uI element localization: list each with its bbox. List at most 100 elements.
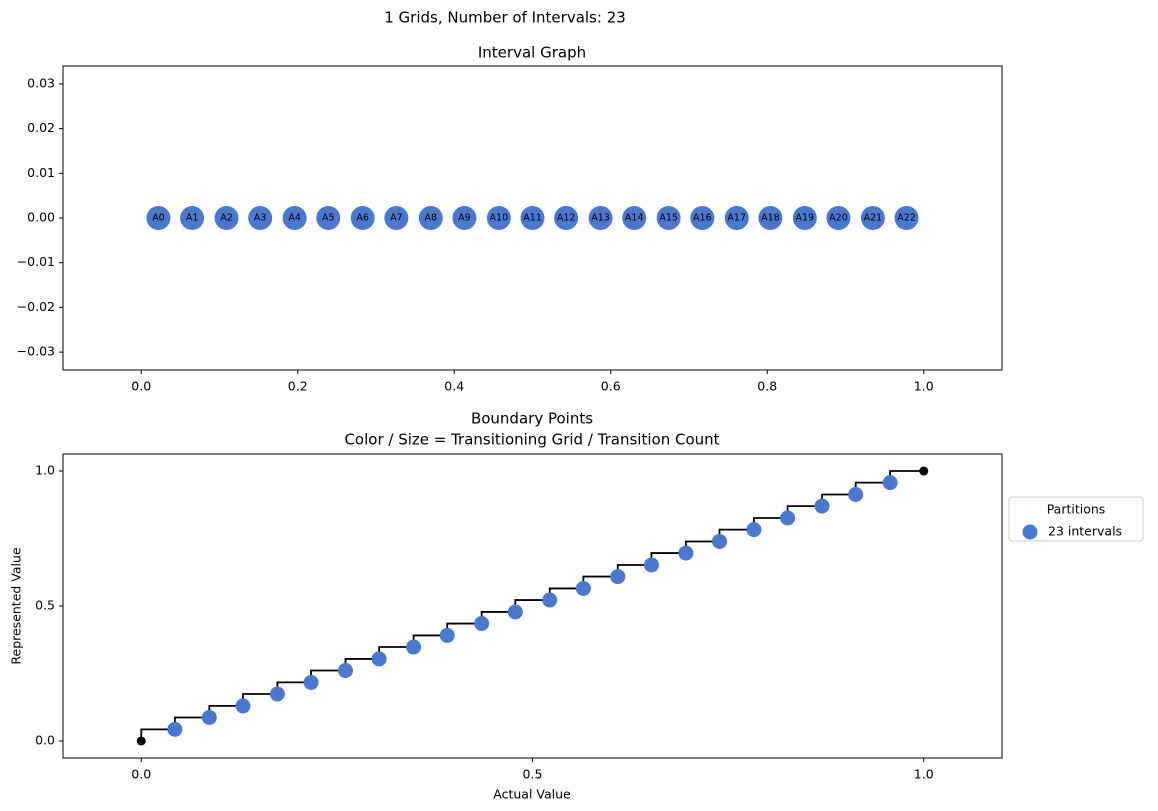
node <box>622 206 647 230</box>
node-label: A22 <box>897 213 916 224</box>
y-tick-label: −0.03 <box>17 344 55 359</box>
node <box>758 206 783 230</box>
node <box>826 206 851 230</box>
boundary-point <box>542 592 558 608</box>
y-tick-label: 0.0 <box>35 732 55 747</box>
x-tick-label: 0.5 <box>523 767 543 782</box>
node-label: A8 <box>425 213 438 224</box>
boundary-point <box>575 580 591 596</box>
boundary-point <box>610 569 626 585</box>
node-label: A4 <box>288 213 301 224</box>
legend-marker <box>1022 524 1038 540</box>
x-axis-label: Actual Value <box>493 787 571 802</box>
boundary-point <box>848 486 864 502</box>
node-label: A21 <box>864 213 883 224</box>
y-tick-label: 0.01 <box>27 165 55 180</box>
y-tick-label: 0.02 <box>27 120 55 135</box>
node <box>214 206 239 230</box>
node <box>350 206 375 230</box>
boundary-point <box>712 533 728 549</box>
node-label: A0 <box>152 213 165 224</box>
boundary-point <box>882 475 898 491</box>
boundary-point <box>167 721 183 737</box>
node <box>554 206 579 230</box>
node <box>248 206 273 230</box>
boundary-point <box>746 522 762 538</box>
boundary-point <box>303 674 319 690</box>
legend-box <box>1008 496 1144 542</box>
y-tick-label: 1.0 <box>35 463 55 478</box>
endpoint <box>919 466 929 476</box>
x-tick-label: 1.0 <box>914 379 934 394</box>
boundary-point <box>406 639 422 655</box>
node-label: A11 <box>523 213 542 224</box>
y-tick-label: −0.01 <box>17 254 55 269</box>
node-label: A9 <box>458 213 471 224</box>
node <box>656 206 681 230</box>
figure-title: 1 Grids, Number of Intervals: 23 <box>384 9 626 27</box>
boundary-point <box>269 686 285 702</box>
node-label: A5 <box>322 213 335 224</box>
chart-title: Boundary Points <box>471 410 593 428</box>
boundary-point <box>474 616 490 632</box>
boundary-point <box>371 651 387 667</box>
x-tick-label: 0.2 <box>288 379 308 394</box>
legend-label: 23 intervals <box>1048 524 1122 539</box>
boundary-point <box>507 604 523 620</box>
endpoint <box>136 736 146 746</box>
node-label: A12 <box>557 213 576 224</box>
boundary-point <box>439 627 455 643</box>
boundary-point <box>235 698 251 714</box>
node <box>146 206 171 230</box>
node <box>180 206 205 230</box>
y-axis-label: Represented Value <box>9 547 24 665</box>
node-label: A2 <box>220 213 233 224</box>
x-tick-label: 0.0 <box>131 379 151 394</box>
node <box>418 206 443 230</box>
x-tick-label: 0.4 <box>444 379 464 394</box>
legend-title: Partitions <box>1047 502 1106 517</box>
y-tick-label: −0.02 <box>17 299 55 314</box>
node-label: A19 <box>796 213 815 224</box>
node <box>282 206 307 230</box>
x-tick-label: 0.0 <box>131 767 151 782</box>
node <box>520 206 545 230</box>
boundary-point <box>337 663 353 679</box>
node-label: A13 <box>591 213 610 224</box>
node-label: A15 <box>659 213 678 224</box>
node-label: A7 <box>390 213 403 224</box>
node <box>860 206 885 230</box>
x-tick-label: 0.6 <box>601 379 621 394</box>
node-label: A1 <box>186 213 199 224</box>
node <box>792 206 817 230</box>
node <box>894 206 919 230</box>
x-tick-label: 0.8 <box>757 379 777 394</box>
boundary-point <box>201 710 217 726</box>
y-tick-label: 0.5 <box>35 598 55 613</box>
x-tick-label: 1.0 <box>914 767 934 782</box>
y-tick-label: 0.00 <box>27 210 55 225</box>
node <box>384 206 409 230</box>
node <box>316 206 341 230</box>
node-label: A17 <box>727 213 746 224</box>
step-line <box>140 470 924 741</box>
node <box>690 206 715 230</box>
chart-title: Interval Graph <box>478 44 586 62</box>
boundary-point <box>678 545 694 561</box>
boundary-point <box>780 510 796 526</box>
node-label: A20 <box>829 213 848 224</box>
node <box>724 206 749 230</box>
node <box>452 206 477 230</box>
boundary-point <box>814 498 830 514</box>
node-label: A16 <box>693 213 712 224</box>
node <box>486 206 511 230</box>
node-label: A3 <box>254 213 267 224</box>
chart-subtitle: Color / Size = Transitioning Grid / Tran… <box>344 431 719 449</box>
node <box>588 206 613 230</box>
node-label: A10 <box>490 213 509 224</box>
node-label: A14 <box>625 213 644 224</box>
y-tick-label: 0.03 <box>27 75 55 90</box>
node-label: A6 <box>356 213 369 224</box>
node-label: A18 <box>761 213 780 224</box>
